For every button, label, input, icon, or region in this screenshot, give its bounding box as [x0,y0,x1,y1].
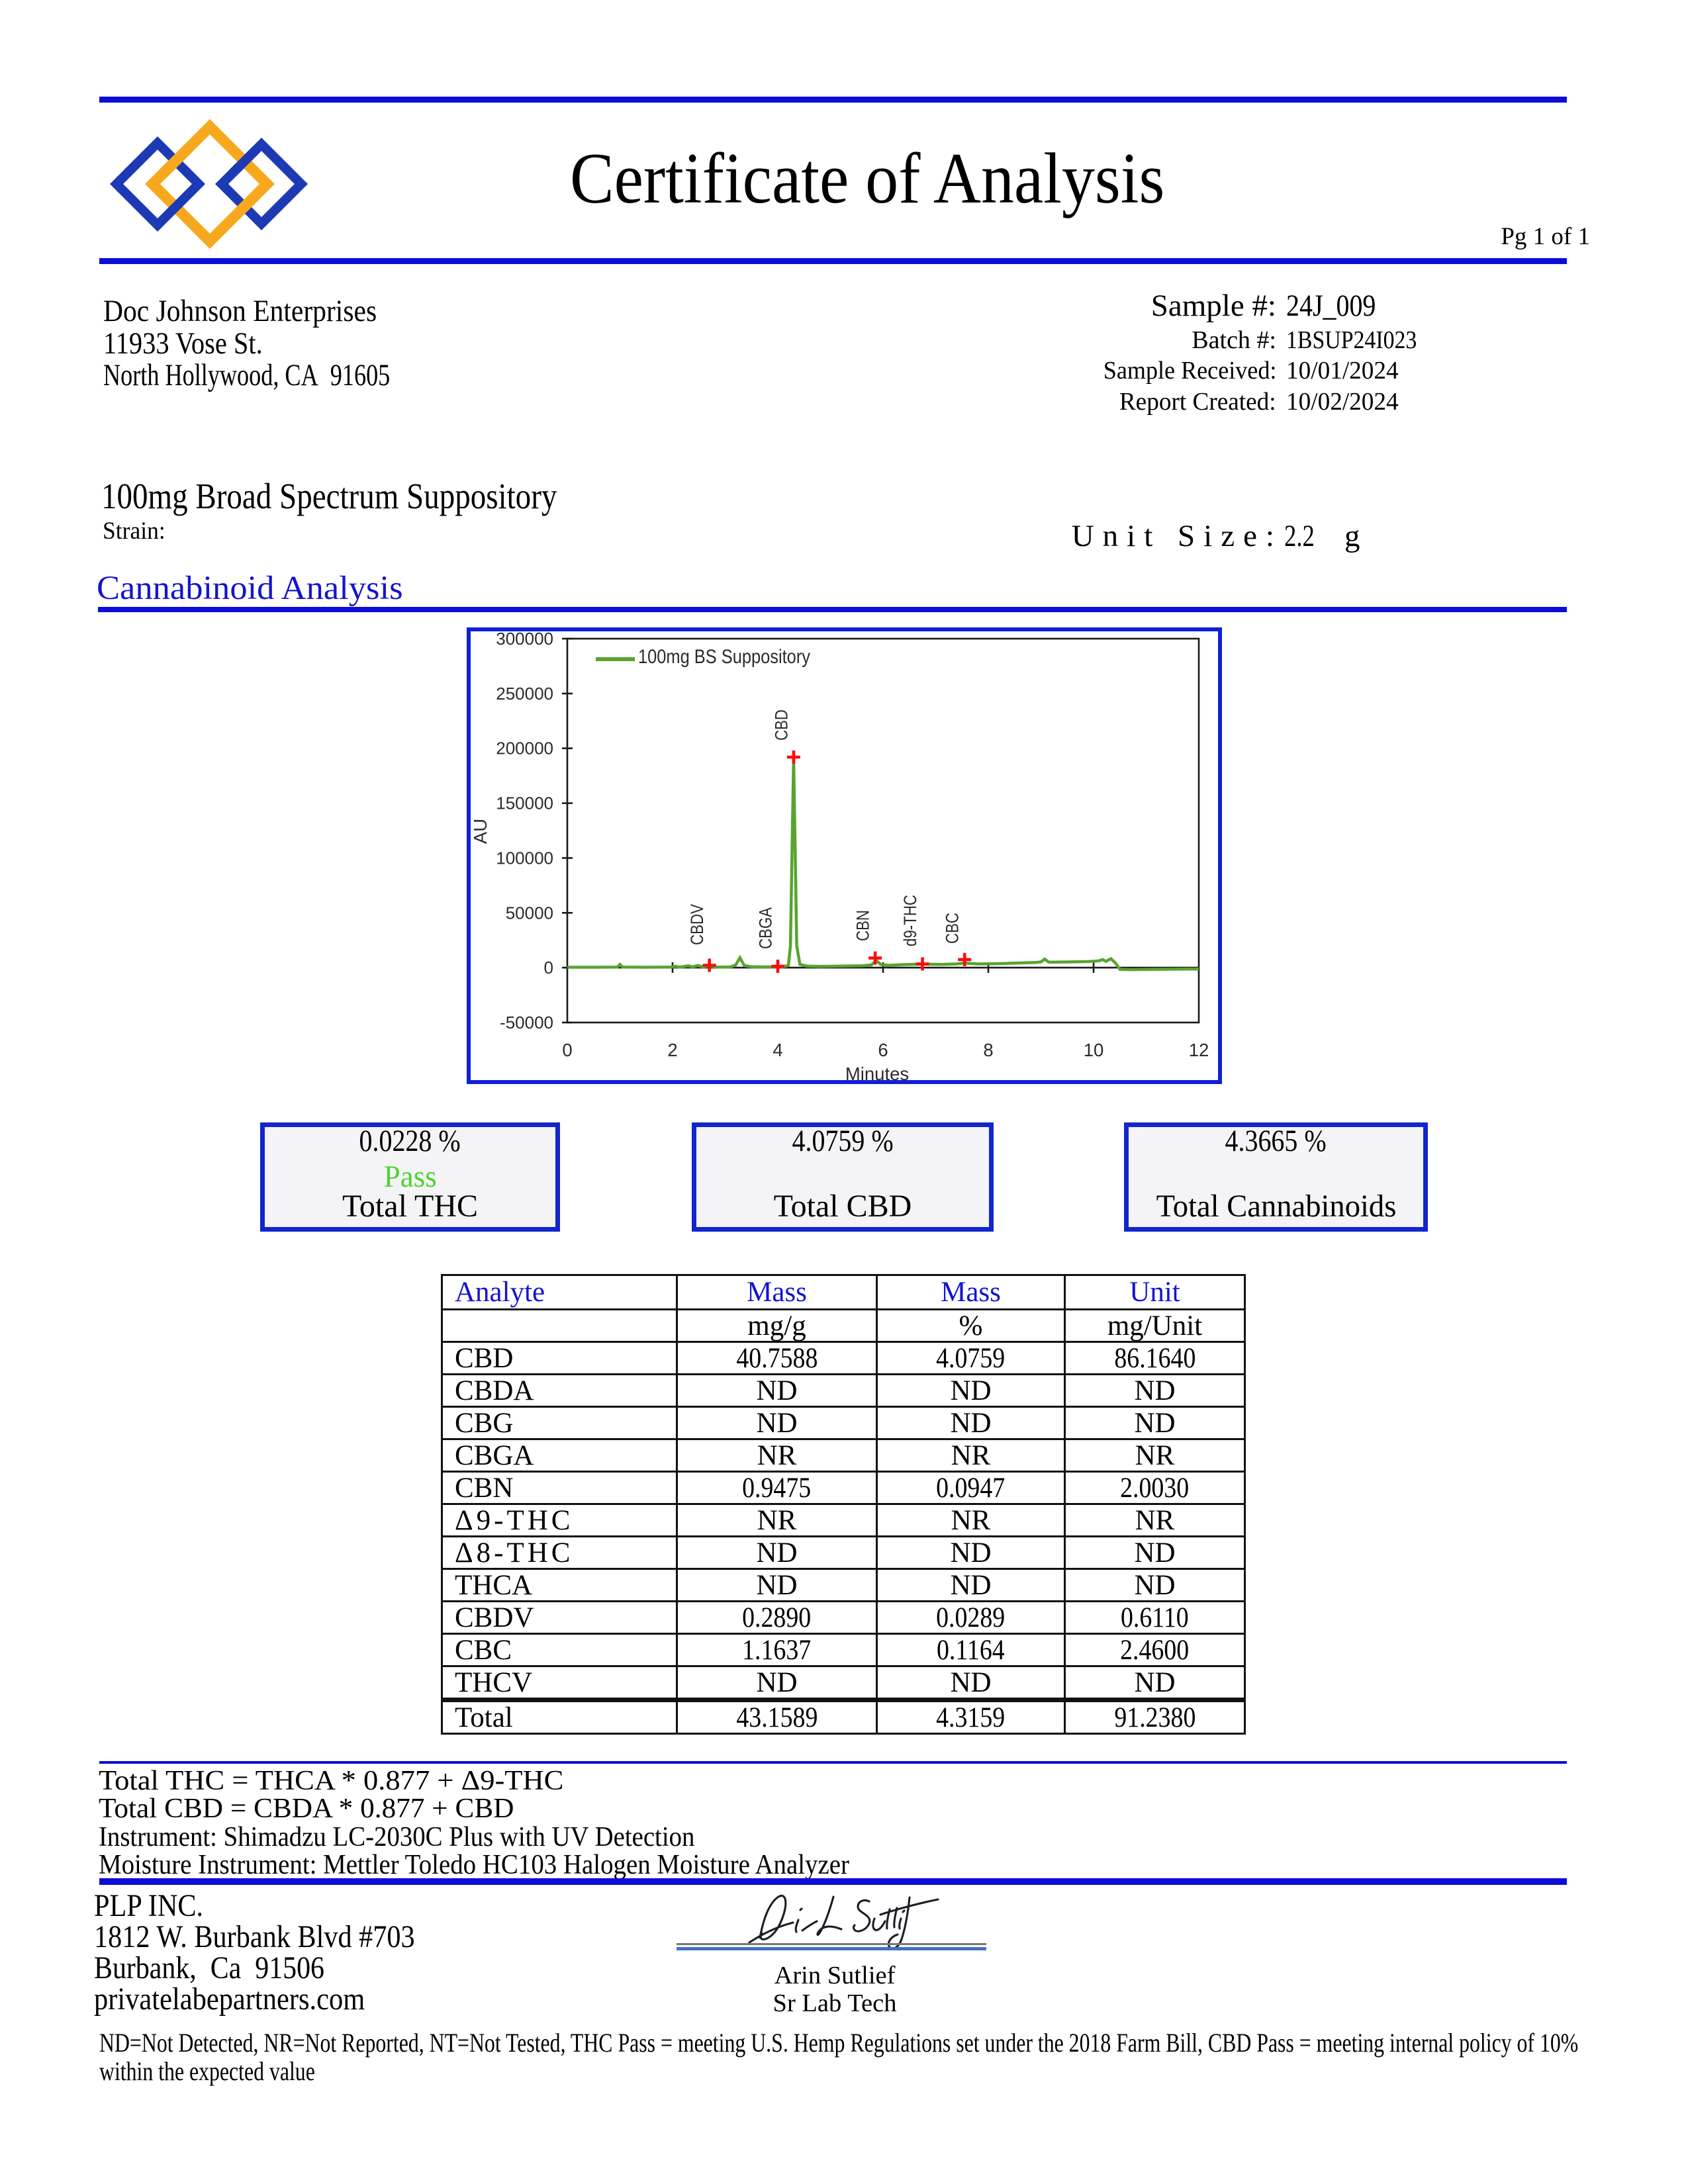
svg-text:300000: 300000 [496,629,553,649]
svg-text:-50000: -50000 [500,1013,553,1032]
svg-text:4: 4 [773,1040,782,1060]
svg-text:250000: 250000 [496,684,553,704]
svg-text:8: 8 [983,1040,993,1060]
svg-text:2: 2 [667,1040,677,1060]
svg-text:150000: 150000 [496,794,553,813]
svg-text:d9-THC: d9-THC [900,895,920,946]
svg-text:12: 12 [1189,1040,1209,1060]
svg-text:6: 6 [878,1040,888,1060]
svg-text:AU: AU [470,819,491,844]
svg-text:CBN: CBN [853,910,873,941]
svg-text:0: 0 [562,1040,572,1060]
svg-text:200000: 200000 [496,739,553,758]
svg-text:CBD: CBD [771,709,791,741]
svg-text:100000: 100000 [496,848,553,868]
svg-text:Minutes: Minutes [845,1064,909,1084]
svg-text:50000: 50000 [506,903,553,923]
svg-text:100mg BS Suppository: 100mg BS Suppository [638,646,810,668]
svg-text:0: 0 [544,958,553,978]
svg-text:CBGA: CBGA [756,907,776,949]
svg-text:CBDV: CBDV [687,904,707,945]
svg-text:CBC: CBC [943,913,962,944]
svg-text:10: 10 [1084,1040,1104,1060]
